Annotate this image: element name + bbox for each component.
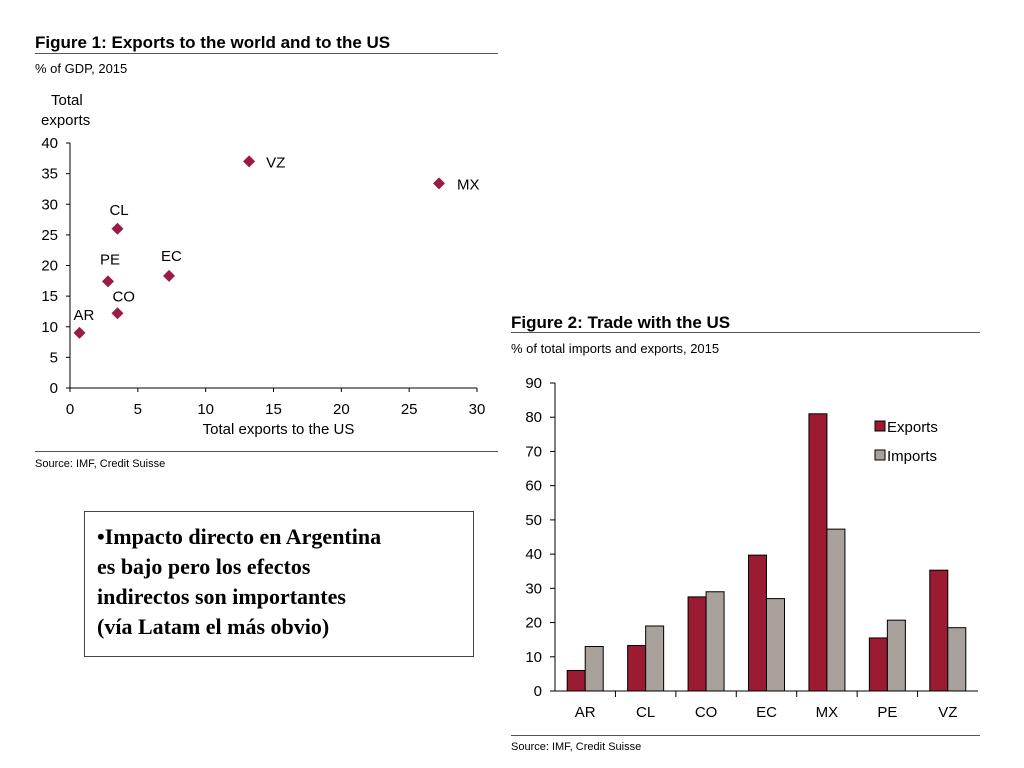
bar-category-label: CL — [636, 704, 655, 721]
y-tick-label: 35 — [41, 166, 58, 183]
scatter-label-pe: PE — [100, 251, 120, 268]
bar-y-tick-label: 80 — [525, 409, 542, 426]
bar-y-tick-label: 10 — [525, 649, 542, 666]
x-tick-label: 15 — [265, 401, 282, 418]
x-tick-label: 25 — [401, 401, 418, 418]
y-tick-label: 0 — [50, 380, 58, 397]
x-tick-label: 20 — [333, 401, 350, 418]
figure2-title-rule — [511, 332, 980, 333]
bar-y-tick-label: 30 — [525, 580, 542, 597]
y-tick-label: 20 — [41, 258, 58, 275]
scatter-point-vz — [243, 155, 256, 168]
x-axis-label: Total exports to the US — [203, 421, 355, 438]
y-tick-label: 30 — [41, 196, 58, 213]
scatter-point-pe — [101, 275, 114, 288]
comment-line-4: (vía Latam el más obvio) — [97, 614, 330, 639]
comment-textbox: •Impacto directo en Argentina es bajo pe… — [84, 511, 474, 657]
figure1-bottom-rule — [35, 451, 498, 452]
bar-exports-vz — [929, 569, 949, 692]
legend-label-imports: Imports — [887, 448, 937, 465]
y-tick-label: 40 — [41, 135, 58, 152]
figure1-source: Source: IMF, Credit Suisse — [35, 458, 166, 470]
bar-y-tick-label: 20 — [525, 615, 542, 632]
x-tick-label: 10 — [197, 401, 214, 418]
scatter-point-mx — [433, 177, 446, 190]
bar-y-tick-label: 60 — [525, 478, 542, 495]
legend-label-exports: Exports — [887, 419, 938, 436]
bar-y-tick-label: 40 — [525, 546, 542, 563]
bar-exports-co — [687, 596, 707, 692]
bar-exports-pe — [868, 637, 888, 692]
bar-imports-mx — [826, 528, 846, 692]
scatter-label-cl: CL — [109, 202, 128, 219]
x-tick-label: 30 — [469, 401, 486, 418]
figure1-subtitle: % of GDP, 2015 — [35, 61, 128, 76]
y-tick-label: 5 — [50, 349, 58, 366]
figure2-bottom-rule — [511, 735, 980, 736]
y-tick-label: 10 — [41, 319, 58, 336]
scatter-label-ar: AR — [73, 307, 94, 324]
bar-category-label: VZ — [938, 704, 957, 721]
x-tick-label: 0 — [66, 401, 74, 418]
bar-category-label: AR — [575, 704, 596, 721]
scatter-label-ec: EC — [161, 248, 182, 265]
comment-line-3: indirectos son importantes — [97, 584, 346, 609]
bar-exports-ec — [748, 554, 767, 692]
bar-imports-co — [705, 591, 725, 692]
scatter-point-ec — [163, 269, 176, 282]
bar-category-label: CO — [695, 704, 718, 721]
bar-exports-cl — [627, 644, 647, 692]
bar-y-tick-label: 0 — [534, 683, 542, 700]
comment-line-1: •Impacto directo en Argentina — [97, 524, 382, 549]
figure1-title: Figure 1: Exports to the world and to th… — [35, 33, 391, 52]
scatter-label-vz: VZ — [266, 154, 285, 171]
y-axis-label-line-2: exports — [41, 112, 90, 129]
y-tick-label: 25 — [41, 227, 58, 244]
bar-exports-ar — [566, 669, 586, 692]
bar-imports-pe — [886, 619, 906, 692]
figure1-scatter-chart: 0 5 10 15 20 25 30 35 40 0 5 10 15 20 25 30 Total exports… — [41, 92, 486, 438]
y-tick-label: 15 — [41, 288, 58, 305]
figure1-title-rule — [35, 53, 498, 54]
scatter-point-ar — [73, 326, 86, 339]
bar-category-label: EC — [756, 704, 777, 721]
scatter-label-co: CO — [112, 288, 135, 305]
scatter-point-co — [111, 307, 124, 320]
bar-imports-vz — [947, 627, 967, 692]
legend-swatch-exports — [874, 420, 886, 432]
scatter-point-cl — [111, 222, 124, 235]
bar-category-label: MX — [816, 704, 839, 721]
bar-imports-cl — [645, 625, 665, 692]
bar-imports-ar — [584, 646, 604, 692]
bar-imports-ec — [766, 598, 785, 692]
bar-category-label: PE — [877, 704, 897, 721]
legend-swatch-imports — [874, 449, 886, 461]
figure2-subtitle: % of total imports and exports, 2015 — [511, 341, 720, 356]
bar-exports-mx — [808, 413, 828, 692]
scatter-label-mx: MX — [457, 176, 480, 193]
y-axis-label-line-1: Total — [51, 92, 83, 109]
bar-y-tick-label: 90 — [525, 375, 542, 392]
bar-y-tick-label: 70 — [525, 443, 542, 460]
figure2-title: Figure 2: Trade with the US — [511, 313, 731, 332]
figure2-source: Source: IMF, Credit Suisse — [511, 741, 642, 753]
comment-line-2: es bajo pero los efectos — [97, 554, 311, 579]
bar-y-tick-label: 50 — [525, 512, 542, 529]
x-tick-label: 5 — [134, 401, 142, 418]
